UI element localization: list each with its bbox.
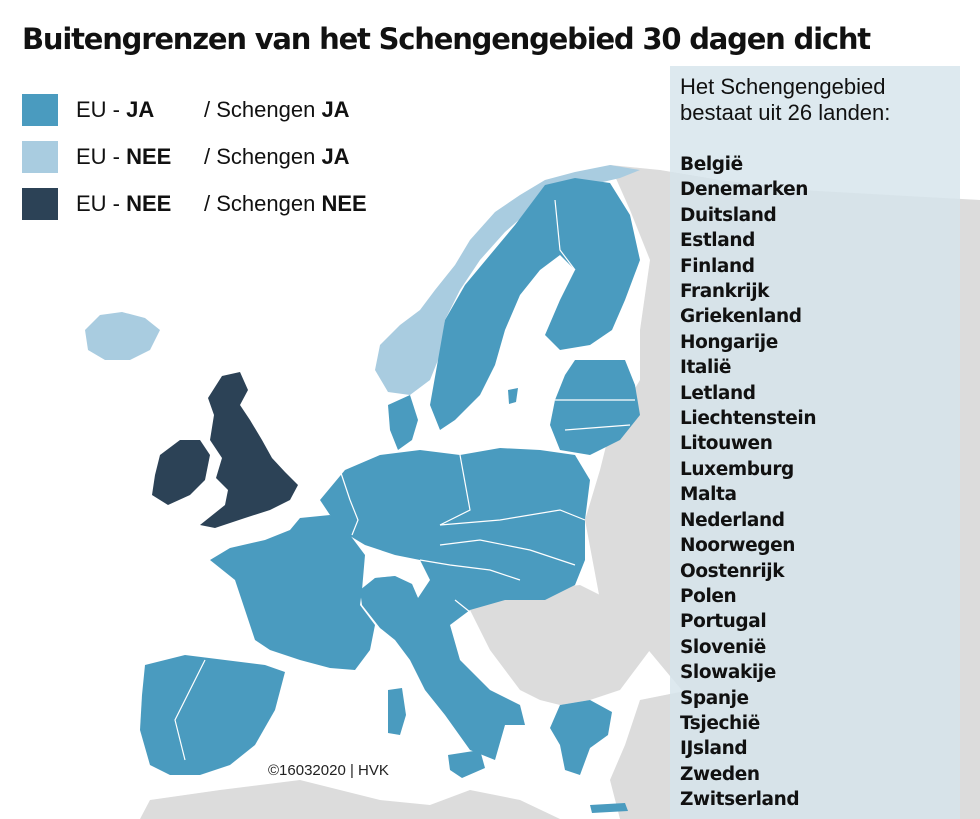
baltics <box>550 360 640 455</box>
great-britain <box>200 372 298 528</box>
border-line <box>419 559 521 581</box>
france <box>210 515 375 670</box>
panel-heading-line: Het Schengengebied <box>680 74 886 99</box>
denmark <box>388 395 418 450</box>
country-list-item: Estland <box>680 230 755 252</box>
legend-eu-label: EU - JA <box>76 97 155 122</box>
country-list-item: Spanje <box>680 687 749 709</box>
country-list-item: Tsjechië <box>680 712 760 734</box>
country-list-item: Letland <box>680 382 756 404</box>
country-list: België Denemarken Duitsland Estland Finland F… <box>680 152 816 813</box>
country-list-item: Zweden <box>680 763 760 785</box>
greece <box>550 700 612 775</box>
country-list-item: IJsland <box>680 738 748 760</box>
border-line <box>454 599 471 613</box>
map-title: Buitengrenzen van het Schengengebied 30 … <box>22 22 871 56</box>
legend-schengen-label: / Schengen JA <box>204 97 350 122</box>
country-list-item: Duitsland <box>680 204 777 226</box>
border-line <box>564 424 631 431</box>
country-list-item: Slowakije <box>680 662 776 684</box>
country-borders <box>174 199 635 761</box>
africa-land <box>140 780 560 819</box>
country-list-item: Portugal <box>680 611 767 633</box>
legend-eu-label: EU - NEE <box>76 191 172 216</box>
panel-heading-line: bestaat uit 26 landen: <box>680 100 891 125</box>
country-list-item: Malta <box>680 484 737 506</box>
schengen-countries-panel: Het Schengengebied bestaat uit 26 landen… <box>670 66 960 819</box>
panel-heading: Het Schengengebied bestaat uit 26 landen… <box>680 74 955 126</box>
country-list-item: Denemarken <box>680 179 809 201</box>
crete <box>590 803 628 813</box>
border-line <box>349 499 359 536</box>
country-list-item: Italië <box>680 357 732 379</box>
border-line <box>439 539 576 566</box>
gotland <box>508 388 518 404</box>
credit-line: ©16032020 | HVK <box>268 762 389 779</box>
country-list-item: Noorwegen <box>680 535 796 557</box>
border-line <box>554 199 576 271</box>
border-line <box>439 454 471 526</box>
border-line <box>439 509 586 526</box>
legend-schengen-label: / Schengen JA <box>204 144 350 169</box>
country-list-item: Zwitserland <box>680 789 800 811</box>
legend-swatch <box>22 141 58 173</box>
country-list-item: Nederland <box>680 509 785 531</box>
non-schengen-countries <box>152 372 298 528</box>
country-list-item: Liechtenstein <box>680 408 817 430</box>
country-list-item: Luxemburg <box>680 458 794 480</box>
country-list-item: Frankrijk <box>680 281 770 303</box>
country-list-item: Hongarije <box>680 331 778 353</box>
schengen-eu-countries <box>140 178 640 813</box>
country-list-item: Polen <box>680 585 737 607</box>
norway <box>375 165 640 395</box>
country-list-item: Griekenland <box>680 306 802 328</box>
country-list-item: Litouwen <box>680 433 773 455</box>
sicily <box>448 750 485 778</box>
balkans-land <box>470 585 650 705</box>
border-line <box>339 469 351 501</box>
country-list-item: België <box>680 154 743 175</box>
legend-schengen-label: / Schengen NEE <box>204 191 367 216</box>
legend-eu-label: EU - NEE <box>76 144 172 169</box>
continental-core <box>320 448 590 760</box>
country-list-item: Oostenrijk <box>680 560 785 582</box>
country-list-item: Finland <box>680 255 755 277</box>
legend-swatch <box>22 188 58 220</box>
country-list-item: Slovenië <box>680 636 766 658</box>
sweden-finland <box>430 178 640 430</box>
ireland <box>152 440 210 505</box>
iceland <box>85 312 160 360</box>
border-line <box>174 659 206 761</box>
sardinia <box>388 688 406 735</box>
iberia <box>140 655 285 775</box>
legend-swatch <box>22 94 58 126</box>
